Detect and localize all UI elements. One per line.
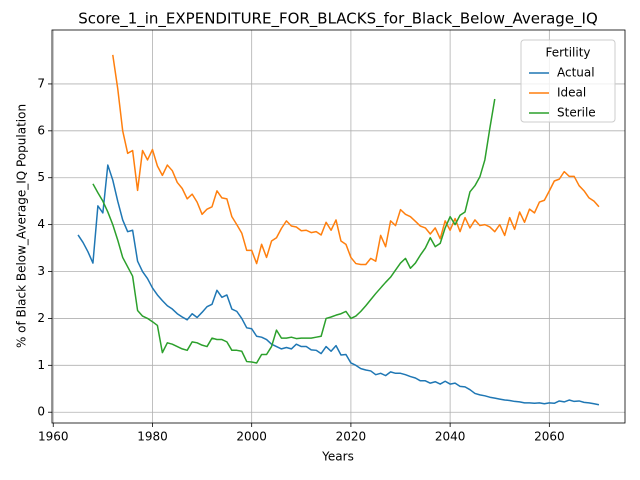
legend-label: Sterile <box>557 106 596 120</box>
y-tick-label: 7 <box>37 76 45 90</box>
x-tick-label: 2060 <box>534 430 565 444</box>
x-tick-label: 2040 <box>435 430 466 444</box>
chart-title: Score_1_in_EXPENDITURE_FOR_BLACKS_for_Bl… <box>78 10 598 29</box>
y-tick-label: 3 <box>37 264 45 278</box>
y-tick-label: 6 <box>37 123 45 137</box>
y-tick-label: 4 <box>37 217 45 231</box>
line-series <box>92 98 496 364</box>
legend-label: Ideal <box>557 86 586 100</box>
y-tick-label: 2 <box>37 311 45 325</box>
y-tick-label: 0 <box>37 405 45 419</box>
x-tick-label: 2020 <box>336 430 367 444</box>
x-tick-label: 2000 <box>236 430 267 444</box>
legend-box <box>520 39 616 123</box>
legend-label: Actual <box>557 66 595 80</box>
x-tick-label: 1980 <box>137 430 168 444</box>
y-axis-label: % of Black Below_Average_IQ Population <box>15 104 29 348</box>
legend-title: Fertility <box>545 46 590 60</box>
line-series <box>77 164 600 406</box>
x-tick-label: 1960 <box>38 430 69 444</box>
plot-frame <box>51 29 626 424</box>
y-tick-label: 5 <box>37 170 45 184</box>
x-axis-label: Years <box>321 450 354 464</box>
y-tick-label: 1 <box>37 358 45 372</box>
line-series <box>112 54 600 266</box>
legend: Fertility Actual Ideal Sterile <box>520 39 616 123</box>
